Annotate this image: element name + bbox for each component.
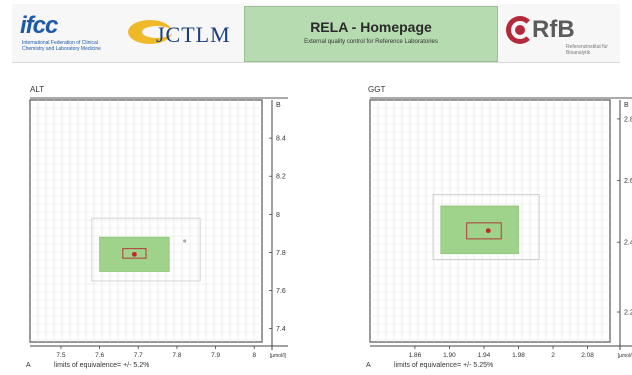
grey-box-0 <box>91 217 201 282</box>
ifcc-logo[interactable]: ifcc International Federation of Clinica… <box>18 12 114 54</box>
rela-subtitle: External quality control for Reference L… <box>304 39 438 45</box>
x-tick-label: 7.6 <box>95 352 104 359</box>
y-tick-label: 8.4 <box>276 136 286 143</box>
x-tick-label: 7.5 <box>56 352 65 359</box>
x-tick-label: 7.9 <box>211 352 220 359</box>
x-axis-label: A <box>366 362 371 369</box>
x-unit-label: [µmol/l] <box>270 353 287 359</box>
x-tick-label: 1.98 <box>512 352 525 359</box>
chart-ggt: GGT B 2.8 2.6 2.4 2.2 1.86 1.90 1.94 1.98 2 2.08 [µm… <box>366 85 632 369</box>
plot-frame <box>29 99 263 343</box>
equivalence-region <box>440 205 519 255</box>
equivalence-footnote: limits of equivalence= +/- 5.2% <box>54 362 149 369</box>
rfb-dot-icon <box>515 25 525 35</box>
data-point-0 <box>183 239 187 243</box>
chart-panel-ggt: GGT B 2.8 2.6 2.4 2.2 1.86 1.90 1.94 1.98 2 2.08 [µm… <box>320 80 632 375</box>
x-tick-label: 7.7 <box>134 352 143 359</box>
jctlm-logo[interactable]: JCTLM <box>128 16 248 52</box>
y-tick-label: 2.6 <box>624 178 632 185</box>
jctlm-logo-text: JCTLM <box>156 22 231 47</box>
x-tick-label: 1.90 <box>443 352 456 359</box>
y-tick-label: 2.8 <box>624 116 632 123</box>
jctlm-swoosh-icon <box>128 20 172 44</box>
target-square <box>122 248 147 259</box>
target-point <box>132 251 137 257</box>
y-tick-label: 2.2 <box>624 310 632 317</box>
chart-alt: ALT B 8.4 8.2 8 7.8 7.6 7.4 7.5 7.6 7.7 7.8 7.9 8 [µmo… <box>26 85 288 369</box>
chart-title: ALT <box>30 85 44 94</box>
equivalence-footnote: limits of equivalence= +/- 5.25% <box>394 362 493 369</box>
y-tick-label: 8.2 <box>276 174 286 181</box>
x-axis-label: A <box>26 362 31 369</box>
chart-panel-alt: ALT B 8.4 8.2 8 7.8 7.6 7.4 7.5 7.6 7.7 7.8 7.9 8 [µmo… <box>0 80 320 375</box>
target-point <box>485 228 491 234</box>
rfb-logo-subtitle: Referenzinstitut für Bioanalytik <box>566 44 608 56</box>
header-banner: ifcc International Federation of Clinica… <box>12 4 620 63</box>
ifcc-logo-text: ifcc <box>20 12 58 39</box>
x-unit-label: [µmol/l] <box>618 353 632 359</box>
y-axis-label: B <box>276 102 281 109</box>
grey-box-0 <box>432 194 540 260</box>
chart-title: GGT <box>368 85 385 94</box>
y-tick-label: 7.6 <box>276 288 286 295</box>
x-tick-label: 8 <box>252 352 256 359</box>
ifcc-logo-subtitle: International Federation of Clinical Che… <box>22 40 101 52</box>
y-tick-label: 7.4 <box>276 326 286 333</box>
y-tick-label: 7.8 <box>276 250 286 257</box>
x-tick-label: 1.94 <box>478 352 491 359</box>
rfb-ring-icon <box>506 16 534 44</box>
x-tick-label: 2.08 <box>581 352 594 359</box>
target-square <box>466 222 502 240</box>
y-tick-label: 2.4 <box>624 240 632 247</box>
rela-homepage-link[interactable]: RELA - Homepage External quality control… <box>244 6 498 62</box>
rela-title: RELA - Homepage <box>310 19 432 35</box>
x-tick-label: 7.8 <box>172 352 181 359</box>
rfb-logo[interactable]: RfB Referenzinstitut für Bioanalytik <box>506 10 618 56</box>
y-tick-label: 8 <box>276 212 280 219</box>
y-axis-label: B <box>624 102 629 109</box>
rfb-logo-text: RfB <box>532 16 575 43</box>
x-tick-label: 2 <box>551 352 555 359</box>
x-tick-label: 1.86 <box>409 352 422 359</box>
